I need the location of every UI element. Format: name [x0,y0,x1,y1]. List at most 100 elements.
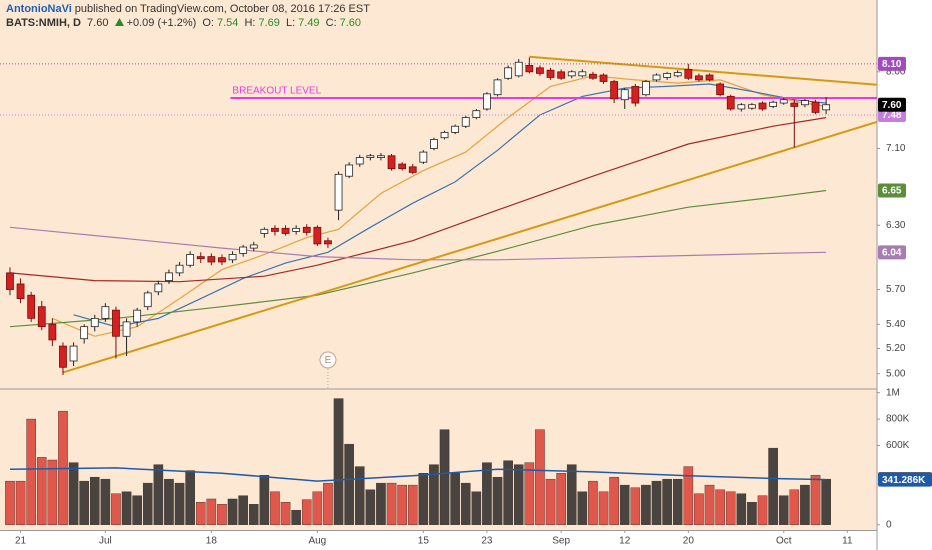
candle-body [514,61,523,77]
x-tick-label: 18 [206,536,218,547]
volume-bar [407,484,418,525]
volume-bar [79,480,89,525]
volume-bar [450,473,460,525]
volume-bar [185,470,195,525]
y-tick-label: 8.00 [886,66,906,77]
volume-average [9,467,827,482]
volume-tick-label: 0 [886,519,892,530]
price-badge [878,183,906,198]
volume-bar [365,489,376,525]
candle-body [705,74,714,81]
candle-body [292,227,301,232]
moving-average [9,226,827,261]
candle-body [801,100,809,106]
candle-body [430,139,438,149]
volume-bar [683,466,694,525]
candle-body [673,72,682,77]
volume-tick-label: 1M [886,387,900,398]
volume-bar [821,478,831,525]
candle-body [27,294,36,319]
candle-body [726,95,735,110]
price-badge [878,97,906,112]
candle-body [239,246,248,254]
volume-bar [68,462,79,525]
candle-body [154,283,163,293]
volume-bar [471,491,482,525]
volume-tick-label: 800K [886,414,910,425]
price-badge-label: 6.65 [882,186,902,197]
volume-bar [662,478,672,525]
close-value: 7.60 [339,17,362,29]
candle-body [663,73,672,78]
volume-bar [641,484,651,525]
volume-bar [672,478,683,525]
price-badge [878,56,906,71]
volume-bar [524,462,535,525]
volume-bar [397,484,407,525]
volume-bar [26,418,36,525]
axis-background [877,0,932,550]
candle-body [599,74,608,82]
volume-bar [651,480,662,525]
price-badge-label: 8.10 [882,59,902,70]
candle-body [536,67,544,74]
candle-body [271,227,279,232]
volume-bar [566,464,577,525]
last-price: 7.60 [87,17,109,29]
volume-bar [121,491,132,525]
candle-body [822,104,831,111]
price-badge [878,472,932,487]
volume-bar [439,429,450,525]
candle-body [461,117,470,127]
candle-body [143,292,152,308]
candle-body [472,110,481,118]
low-value: 7.49 [298,17,320,29]
earnings-marker [319,351,337,369]
candle-body [366,155,375,158]
x-tick-label: 15 [418,536,430,547]
volume-bar [418,473,429,525]
candle-body [631,86,640,104]
candle-body [695,75,703,81]
y-tick-label: 6.30 [886,220,906,231]
change: +0.09 (+1.2%) [126,17,197,29]
breakout-label: BREAKOUT LEVEL [232,86,321,97]
high-label: H: [244,17,256,29]
volume-bar [609,476,619,525]
candle-body [69,345,78,362]
volume-bar [301,499,312,525]
volume-bar [492,476,503,525]
volume-bar [312,491,323,525]
volume-bar [429,464,439,525]
candle-body [642,81,650,96]
candle-body [90,317,99,328]
author[interactable]: AntonioNaVi [6,3,72,15]
volume-bar [111,493,121,525]
price-badge [878,245,906,260]
volume-bar [344,443,354,525]
candle-body [16,283,25,300]
x-tick-label: 12 [619,536,631,547]
volume-pane [5,398,831,525]
volume-bar [15,480,26,525]
volume-bar [333,398,344,525]
candle-body [589,73,597,79]
volume-bar [386,482,397,525]
volume-bar [206,498,217,525]
candle-body [567,71,576,77]
candle-body [207,256,216,263]
x-tick-label: 21 [15,536,27,547]
candle-body [186,254,195,266]
x-tick-label: Aug [308,536,326,547]
volume-bar [174,482,185,525]
candle-body [281,227,290,234]
volume-bar [460,482,471,525]
volume-bar [725,491,736,525]
candle-body [652,74,661,81]
volume-bar [5,480,15,525]
candle-body [525,65,534,73]
volume-bar [535,429,545,525]
volume-bar [482,462,492,525]
